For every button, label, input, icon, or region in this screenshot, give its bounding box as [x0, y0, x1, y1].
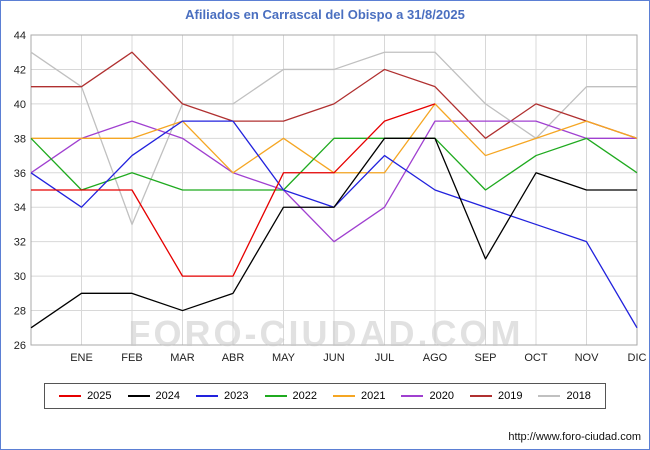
- legend-label: 2024: [155, 390, 181, 402]
- legend-row: 2025 2024 2023 2022 2021 2020 2019 2018: [1, 383, 649, 409]
- series-2024-line: [30, 137, 637, 329]
- legend-item-2024: 2024: [127, 390, 181, 402]
- legend-label: 2020: [429, 390, 454, 402]
- legend-item-2019: 2019: [469, 390, 523, 402]
- legend-label: 2023: [224, 390, 249, 402]
- page-title: Afiliados en Carrascal del Obispo a 31/8…: [185, 7, 465, 22]
- x-tick-label: JUN: [323, 352, 344, 364]
- x-tick-label: ENE: [70, 352, 93, 364]
- legend-color-dash: [264, 395, 287, 397]
- x-tick-label: OCT: [524, 352, 548, 364]
- legend-item-2025: 2025: [59, 390, 112, 402]
- legend-color-dash: [469, 395, 492, 397]
- legend-color-dash: [333, 395, 355, 397]
- y-tick-label: 40: [14, 99, 26, 111]
- x-tick-label: MAR: [170, 352, 195, 364]
- chart-area: 26 28 30 32 34 36 38 40 42 44 ENE FEB MAR ABR MAY JUN JU…: [1, 25, 649, 373]
- legend-label: 2019: [497, 390, 523, 402]
- legend-item-2018: 2018: [538, 390, 591, 402]
- series-2019-line: [31, 51, 638, 139]
- legend-color-dash: [127, 395, 150, 397]
- y-tick-label: 34: [14, 202, 26, 214]
- y-tick-label: 44: [14, 30, 26, 42]
- y-tick-label: 36: [14, 168, 26, 180]
- line-chart: 26 28 30 32 34 36 38 40 42 44 ENE FEB MAR ABR MAY JUN JU…: [14, 30, 647, 364]
- y-tick-label: 38: [14, 133, 26, 145]
- series-2025-line: [31, 103, 436, 277]
- legend-item-2022: 2022: [264, 390, 317, 402]
- y-tick-label: 26: [14, 340, 26, 352]
- legend-item-2021: 2021: [333, 390, 385, 402]
- legend-color-dash: [196, 395, 219, 397]
- y-tick-label: 32: [14, 237, 26, 249]
- x-tick-label: NOV: [575, 352, 600, 364]
- x-tick-label: DIC: [628, 352, 647, 364]
- y-tick-label: 28: [14, 306, 26, 318]
- legend-label: 2022: [292, 390, 317, 402]
- x-tick-label: SEP: [474, 352, 496, 364]
- x-tick-label: FEB: [121, 352, 142, 364]
- chart-legend: 2025 2024 2023 2022 2021 2020 2019 2018: [44, 383, 606, 409]
- legend-color-dash: [538, 395, 561, 397]
- legend-color-dash: [401, 395, 424, 397]
- x-tick-label: MAY: [272, 352, 296, 364]
- y-tick-label: 42: [14, 64, 26, 76]
- legend-color-dash: [59, 395, 82, 397]
- legend-label: 2025: [87, 390, 112, 402]
- legend-label: 2021: [361, 390, 386, 402]
- legend-item-2020: 2020: [401, 390, 454, 402]
- footer-url-link[interactable]: http://www.foro-ciudad.com: [508, 431, 641, 443]
- legend-item-2023: 2023: [196, 390, 249, 402]
- x-tick-label: ABR: [222, 352, 245, 364]
- legend-label: 2018: [566, 390, 591, 402]
- x-tick-label: JUL: [375, 352, 395, 364]
- y-tick-label: 30: [14, 271, 26, 283]
- x-tick-label: AGO: [423, 352, 448, 364]
- series-2020-line: [30, 120, 637, 243]
- series-2022-line: [30, 137, 638, 191]
